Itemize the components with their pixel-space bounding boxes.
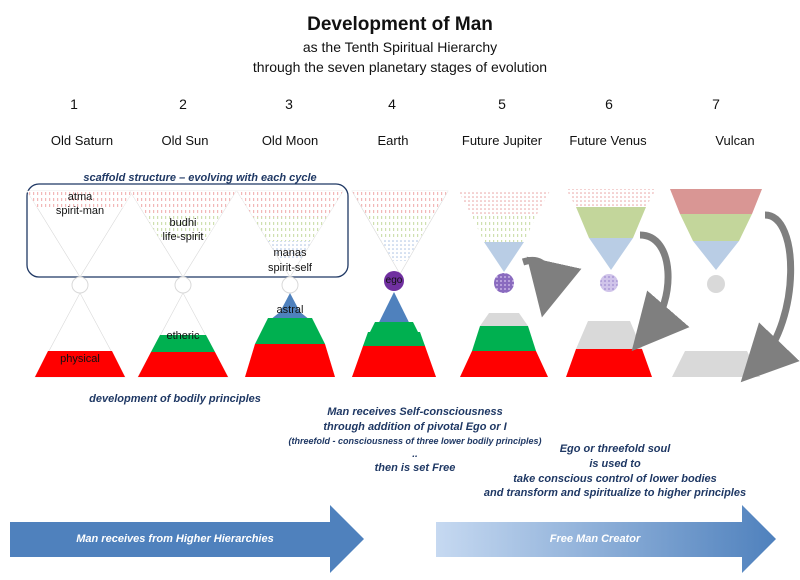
stage-6-figure [566, 189, 690, 377]
scaffold-box [26, 183, 349, 278]
note-self-5: then is set Free [374, 462, 456, 474]
note-ego-4: and transform and spiritualize to higher… [483, 487, 747, 499]
note-ego-3: take conscious control of lower bodies [513, 473, 717, 485]
note-ego-1: Ego or threefold soul [559, 443, 671, 455]
arrow-text-free-man-creator: Free Man Creator [549, 533, 641, 545]
note-self-4: .. [412, 449, 418, 460]
scaffold-label: scaffold structure – evolving with each … [83, 172, 317, 184]
label-etheric: etheric [166, 330, 200, 342]
stage-number-3: 3 [285, 96, 293, 112]
label-ego: ego [385, 275, 403, 286]
arrow-free-man-creator [436, 505, 776, 573]
stage-name-future-jupiter: Future Jupiter [461, 133, 543, 148]
diagram-title: Development of Man [307, 14, 493, 35]
stage-name-old-sun: Old Sun [161, 133, 209, 148]
note-self-1: Man receives Self-consciousness [327, 406, 503, 418]
stage-number-6: 6 [605, 96, 613, 112]
note-self-3: (threefold - consciousness of three lowe… [288, 436, 542, 446]
label-astral: astral [276, 304, 304, 316]
label-manas: manas [273, 247, 307, 259]
stage-number-7: 7 [712, 96, 720, 112]
stage-name-earth: Earth [377, 133, 409, 148]
label-atma: atma [67, 191, 93, 203]
stage-name-old-saturn: Old Saturn [50, 133, 114, 148]
note-ego-2: is used to [589, 458, 641, 470]
label-spirit-self: spirit-self [267, 262, 312, 274]
label-budhi: budhi [169, 217, 197, 229]
stage-7-figure [670, 189, 800, 383]
stage-name-vulcan: Vulcan [715, 133, 755, 148]
note-self-2: through addition of pivotal Ego or I [323, 421, 507, 433]
label-physical: physical [60, 353, 100, 365]
label-spirit-man: spirit-man [55, 205, 105, 217]
stage-number-4: 4 [388, 96, 396, 112]
stage-number-2: 2 [179, 96, 187, 112]
stage-name-old-moon: Old Moon [261, 133, 319, 148]
stage-number-1: 1 [70, 96, 78, 112]
stage-1-figure [26, 190, 134, 378]
subtitle-line-1: as the Tenth Spiritual Hierarchy [302, 39, 498, 55]
stage-5-figure [458, 191, 582, 377]
stage-4-figure [351, 190, 449, 377]
stage-name-future-venus: Future Venus [569, 133, 647, 148]
stage-3-figure [236, 190, 344, 377]
subtitle-line-2: through the seven planetary stages of ev… [252, 59, 548, 75]
stage-number-5: 5 [498, 96, 506, 112]
note-bodily-principles: development of bodily principles [89, 393, 261, 405]
stage-2-figure [129, 190, 237, 378]
label-life-spirit: life-spirit [162, 231, 204, 243]
arrow-text-higher-hierarchies: Man receives from Higher Hierarchies [76, 533, 274, 545]
arrow-higher-hierarchies [10, 505, 364, 573]
